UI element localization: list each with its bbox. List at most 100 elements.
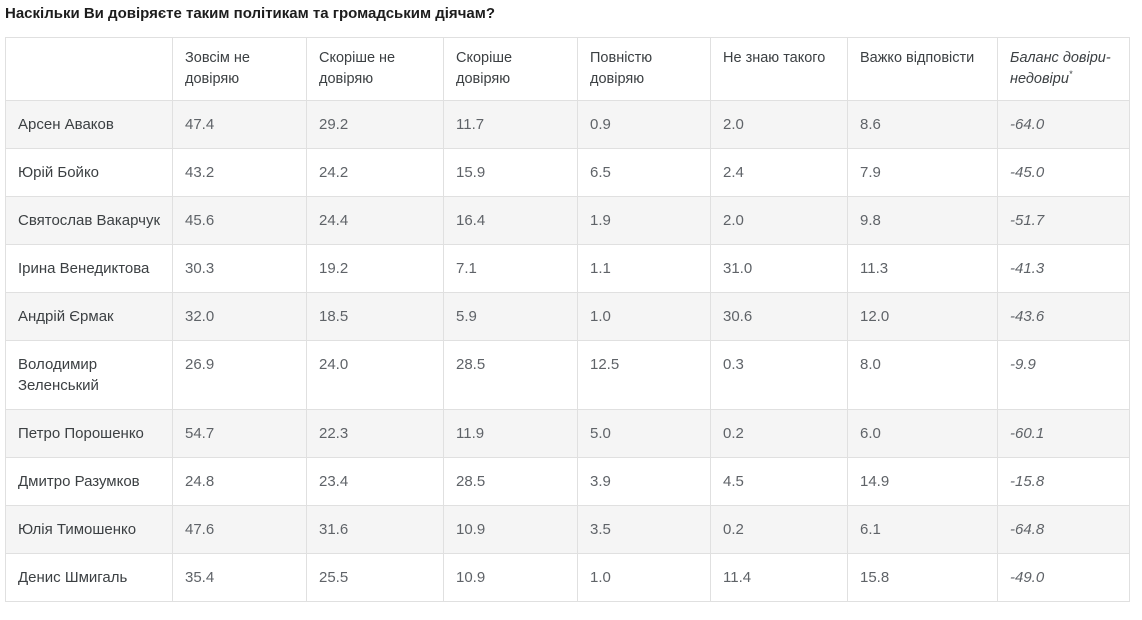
value-cell: 7.1 bbox=[443, 243, 578, 293]
value-cell: 5.0 bbox=[577, 408, 711, 458]
value-cell: 1.0 bbox=[577, 291, 711, 341]
column-header-completely-distrust: Зовсім не довіряю bbox=[172, 36, 307, 101]
column-header-hard-to-answer: Важко відповісти bbox=[847, 36, 998, 101]
value-cell: 47.6 bbox=[172, 504, 307, 554]
table-row: Дмитро Разумков 24.8 23.4 28.5 3.9 4.5 14.9 -15… bbox=[5, 456, 1130, 506]
value-cell: 15.9 bbox=[443, 147, 578, 197]
value-cell: 11.3 bbox=[847, 243, 998, 293]
value-cell: 3.5 bbox=[577, 504, 711, 554]
balance-cell: -41.3 bbox=[997, 243, 1130, 293]
column-header-trust-balance: Баланс довіри-недовіри* bbox=[997, 36, 1130, 101]
balance-cell: -43.6 bbox=[997, 291, 1130, 341]
value-cell: 24.2 bbox=[306, 147, 444, 197]
value-cell: 2.0 bbox=[710, 195, 848, 245]
value-cell: 24.8 bbox=[172, 456, 307, 506]
value-cell: 8.0 bbox=[847, 339, 998, 410]
person-name-cell: Андрій Єрмак bbox=[5, 291, 173, 341]
column-header-rather-trust: Скоріше довіряю bbox=[443, 36, 578, 101]
value-cell: 14.9 bbox=[847, 456, 998, 506]
trust-balance-label: Баланс довіри-недовіри bbox=[1010, 49, 1111, 87]
value-cell: 0.9 bbox=[577, 99, 711, 149]
value-cell: 29.2 bbox=[306, 99, 444, 149]
table-row: Юлія Тимошенко 47.6 31.6 10.9 3.5 0.2 6.1 -64.8 bbox=[5, 504, 1130, 554]
person-name-cell: Петро Порошенко bbox=[5, 408, 173, 458]
person-name-cell: Дмитро Разумков bbox=[5, 456, 173, 506]
value-cell: 25.5 bbox=[306, 552, 444, 602]
table-row: Андрій Єрмак 32.0 18.5 5.9 1.0 30.6 12.0 -43.6 bbox=[5, 291, 1130, 341]
person-name-cell: Юрій Бойко bbox=[5, 147, 173, 197]
value-cell: 31.6 bbox=[306, 504, 444, 554]
table-row: Денис Шмигаль 35.4 25.5 10.9 1.0 11.4 15.8 -49.… bbox=[5, 552, 1130, 602]
value-cell: 4.5 bbox=[710, 456, 848, 506]
person-name-cell: Денис Шмигаль bbox=[5, 552, 173, 602]
balance-cell: -15.8 bbox=[997, 456, 1130, 506]
value-cell: 5.9 bbox=[443, 291, 578, 341]
column-header-rather-distrust: Скоріше не довіряю bbox=[306, 36, 444, 101]
table-row: Святослав Вакарчук 45.6 24.4 16.4 1.9 2.0 9.8-… bbox=[5, 195, 1130, 245]
value-cell: 19.2 bbox=[306, 243, 444, 293]
value-cell: 2.0 bbox=[710, 99, 848, 149]
person-name-cell: Юлія Тимошенко bbox=[5, 504, 173, 554]
value-cell: 18.5 bbox=[306, 291, 444, 341]
value-cell: 15.8 bbox=[847, 552, 998, 602]
value-cell: 45.6 bbox=[172, 195, 307, 245]
balance-cell: -60.1 bbox=[997, 408, 1130, 458]
balance-cell: -9.9 bbox=[997, 339, 1130, 410]
row-header-corner-cell bbox=[5, 36, 173, 101]
value-cell: 6.1 bbox=[847, 504, 998, 554]
value-cell: 30.6 bbox=[710, 291, 848, 341]
value-cell: 8.6 bbox=[847, 99, 998, 149]
value-cell: 12.5 bbox=[577, 339, 711, 410]
value-cell: 23.4 bbox=[306, 456, 444, 506]
value-cell: 11.4 bbox=[710, 552, 848, 602]
value-cell: 54.7 bbox=[172, 408, 307, 458]
person-name-cell: Святослав Вакарчук bbox=[5, 195, 173, 245]
table-row: Петро Порошенко 54.7 22.3 11.9 5.0 0.2 6.0 -60.… bbox=[5, 408, 1130, 458]
value-cell: 24.0 bbox=[306, 339, 444, 410]
table-row: Арсен Аваков 47.4 29.2 11.7 0.9 2.0 8.6 -64.0 bbox=[5, 99, 1130, 149]
table-body: Арсен Аваков 47.4 29.2 11.7 0.9 2.0 8.6 -64.0 Юр… bbox=[5, 99, 1130, 602]
value-cell: 11.7 bbox=[443, 99, 578, 149]
value-cell: 30.3 bbox=[172, 243, 307, 293]
value-cell: 11.9 bbox=[443, 408, 578, 458]
value-cell: 47.4 bbox=[172, 99, 307, 149]
value-cell: 32.0 bbox=[172, 291, 307, 341]
value-cell: 2.4 bbox=[710, 147, 848, 197]
table-row: Ірина Венедиктова 30.3 19.2 7.1 1.1 31.0 11.3-… bbox=[5, 243, 1130, 293]
value-cell: 31.0 bbox=[710, 243, 848, 293]
value-cell: 43.2 bbox=[172, 147, 307, 197]
person-name-cell: Ірина Венедиктова bbox=[5, 243, 173, 293]
value-cell: 3.9 bbox=[577, 456, 711, 506]
column-header-fully-trust: Повністю довіряю bbox=[577, 36, 711, 101]
footnote-asterisk: * bbox=[1068, 68, 1073, 79]
table-row: Володимир Зеленський 26.9 24.0 28.5 12.5 0.3 8… bbox=[5, 339, 1130, 410]
balance-cell: -64.0 bbox=[997, 99, 1130, 149]
value-cell: 0.2 bbox=[710, 408, 848, 458]
value-cell: 10.9 bbox=[443, 504, 578, 554]
balance-cell: -51.7 bbox=[997, 195, 1130, 245]
balance-cell: -64.8 bbox=[997, 504, 1130, 554]
value-cell: 35.4 bbox=[172, 552, 307, 602]
value-cell: 9.8 bbox=[847, 195, 998, 245]
value-cell: 28.5 bbox=[443, 456, 578, 506]
value-cell: 0.2 bbox=[710, 504, 848, 554]
value-cell: 16.4 bbox=[443, 195, 578, 245]
page-title: Наскільки Ви довіряєте таким політикам т… bbox=[5, 5, 495, 22]
column-header-dont-know-person: Не знаю такого bbox=[710, 36, 848, 101]
value-cell: 6.5 bbox=[577, 147, 711, 197]
value-cell: 28.5 bbox=[443, 339, 578, 410]
value-cell: 1.0 bbox=[577, 552, 711, 602]
value-cell: 1.9 bbox=[577, 195, 711, 245]
value-cell: 1.1 bbox=[577, 243, 711, 293]
value-cell: 7.9 bbox=[847, 147, 998, 197]
person-name-cell: Володимир Зеленський bbox=[5, 339, 173, 410]
balance-cell: -45.0 bbox=[997, 147, 1130, 197]
person-name-cell: Арсен Аваков bbox=[5, 99, 173, 149]
value-cell: 24.4 bbox=[306, 195, 444, 245]
table-header-row: Зовсім не довіряю Скоріше не довіряю Ско… bbox=[5, 36, 1130, 101]
trust-table: Зовсім не довіряю Скоріше не довіряю Ско… bbox=[5, 36, 1130, 602]
table-row: Юрій Бойко 43.2 24.2 15.9 6.5 2.4 7.9 -45.0 bbox=[5, 147, 1130, 197]
value-cell: 26.9 bbox=[172, 339, 307, 410]
balance-cell: -49.0 bbox=[997, 552, 1130, 602]
